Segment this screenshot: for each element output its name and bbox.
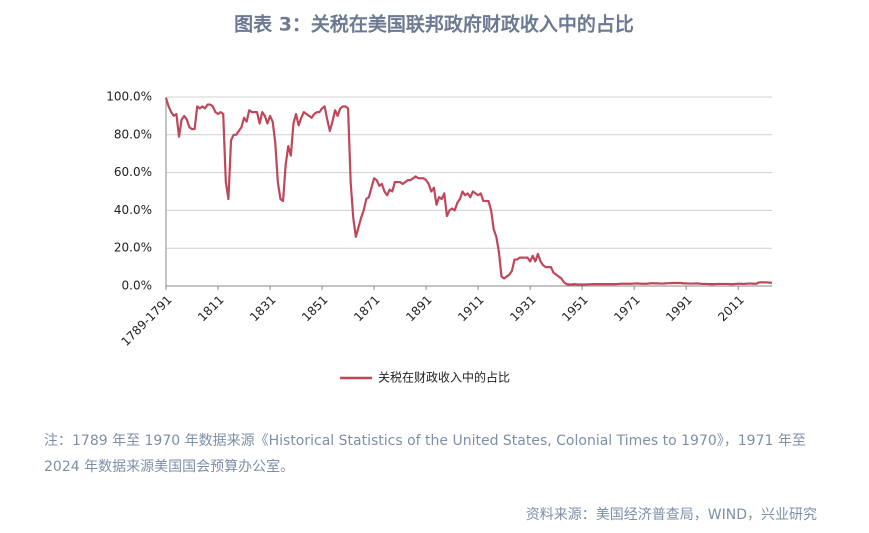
x-tick-label: 1931 (507, 293, 538, 324)
y-tick-label: 0.0% (122, 279, 153, 293)
legend-label: 关税在财政收入中的占比 (378, 370, 510, 385)
x-tick-label: 1811 (195, 293, 226, 324)
y-tick-label: 100.0% (106, 90, 152, 104)
x-tick-label: 1871 (351, 293, 382, 324)
chart: 图表 3：关税在美国联邦政府财政收入中的占比 0.0% 20.0% 40.0% 60.… (106, 13, 773, 385)
x-tick-label: 1831 (247, 293, 278, 324)
x-tick-label: 1911 (455, 293, 486, 324)
data-line (164, 97, 773, 286)
chart-title: 图表 3：关税在美国联邦政府财政收入中的占比 (234, 13, 634, 36)
x-tick-label: 1971 (611, 293, 642, 324)
x-tick-label: 2011 (715, 293, 746, 324)
y-tick-label: 20.0% (114, 241, 152, 255)
x-tick-label: 1951 (559, 293, 590, 324)
y-tick-label: 60.0% (114, 165, 152, 179)
x-tick-label: 1991 (663, 293, 694, 324)
note: 注：1789 年至 1970 年数据来源《Historical Statisti… (44, 433, 806, 475)
x-tick-label: 1789-1791 (118, 293, 174, 349)
y-tick-label: 40.0% (114, 203, 152, 217)
source: 资料来源：美国经济普查局，WIND，兴业研究 (525, 507, 817, 523)
x-tick-label: 1891 (403, 293, 434, 324)
x-tick-label: 1851 (299, 293, 330, 324)
y-tick-label: 80.0% (114, 127, 152, 141)
